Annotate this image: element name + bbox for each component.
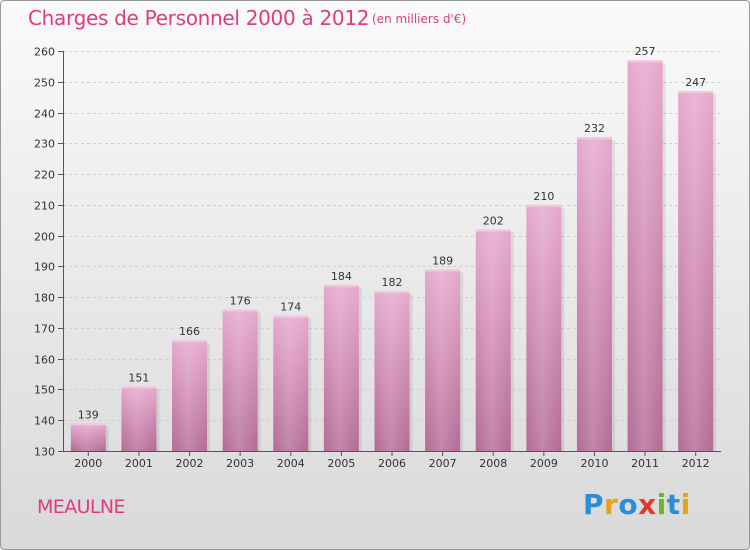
- bar-top-edge: [678, 91, 714, 93]
- logo-letter: i: [656, 488, 667, 521]
- logo-letter: i: [680, 488, 691, 521]
- x-tick-label: 2002: [176, 457, 204, 470]
- y-tick-label: 170: [34, 323, 55, 336]
- bar-highlight: [425, 269, 461, 451]
- bar-highlight: [526, 204, 562, 451]
- bar-highlight: [70, 423, 106, 451]
- y-tick-label: 130: [34, 446, 55, 459]
- data-label: 151: [128, 371, 149, 384]
- bar-top-edge: [273, 315, 309, 318]
- bar-top-edge: [323, 284, 359, 287]
- x-tick-label: 2012: [682, 457, 710, 470]
- data-label: 202: [483, 214, 504, 227]
- y-tick-label: 260: [34, 46, 55, 59]
- bar-top-edge: [627, 60, 663, 63]
- data-label: 174: [280, 301, 301, 314]
- x-tick-label: 2005: [327, 457, 355, 470]
- data-label: 210: [533, 190, 554, 203]
- bar-highlight: [172, 340, 208, 451]
- x-tick-label: 2007: [429, 457, 457, 470]
- bar-top-edge: [526, 204, 562, 207]
- chart-title: Charges de Personnel 2000 à 2012: [28, 6, 370, 30]
- data-label: 166: [179, 325, 200, 338]
- bar-top-edge: [121, 386, 157, 389]
- logo-letter: P: [583, 488, 605, 521]
- data-label: 184: [331, 270, 352, 283]
- data-label: 247: [685, 76, 706, 89]
- data-label: 189: [432, 254, 453, 267]
- x-tick-label: 2001: [125, 457, 153, 470]
- x-tick-label: 2000: [74, 457, 102, 470]
- y-tick-label: 240: [34, 108, 55, 121]
- bar-top-edge: [576, 137, 612, 140]
- y-tick-label: 150: [34, 384, 55, 397]
- y-tick-label: 140: [34, 415, 55, 428]
- y-tick-label: 250: [34, 77, 55, 90]
- x-tick-label: 2009: [530, 457, 558, 470]
- bar-highlight: [576, 137, 612, 451]
- y-tick-label: 200: [34, 231, 55, 244]
- bar-top-edge: [70, 423, 106, 426]
- logo-letter: r: [604, 488, 619, 521]
- y-tick-label: 230: [34, 138, 55, 151]
- bar-top-edge: [475, 229, 511, 232]
- y-tick-label: 220: [34, 169, 55, 182]
- y-tick-label: 160: [34, 354, 55, 367]
- bar-top-edge: [172, 340, 208, 343]
- axes: 130 140 150 160 170 180 190 200 210 220 230 240 250 2…: [34, 46, 721, 470]
- bar-highlight: [374, 291, 410, 451]
- data-label: 176: [230, 294, 251, 307]
- bar-highlight: [475, 229, 511, 451]
- chart-subtitle: (en milliers d'€): [372, 12, 467, 26]
- commune-name: MEAULNE: [37, 496, 126, 518]
- data-label: 139: [78, 408, 99, 421]
- logo-letter: t: [666, 488, 681, 521]
- x-tick-label: 2006: [378, 457, 406, 470]
- bar-highlight: [678, 91, 714, 451]
- x-tick-label: 2003: [226, 457, 254, 470]
- logo-letter: x: [638, 488, 657, 521]
- proxiti-logo[interactable]: Proxiti: [583, 488, 691, 521]
- data-label: 182: [382, 276, 403, 289]
- x-tick-label: 2011: [631, 457, 659, 470]
- bar-highlight: [222, 309, 258, 451]
- bar-top-edge: [222, 309, 258, 312]
- logo-letter: o: [618, 488, 639, 521]
- bar-highlight: [323, 284, 359, 451]
- y-tick-label: 180: [34, 292, 55, 305]
- bar-top-edge: [374, 291, 410, 293]
- bar-highlight: [627, 60, 663, 451]
- x-tick-label: 2004: [277, 457, 305, 470]
- bar-top-edge: [425, 269, 461, 272]
- data-label: 257: [635, 45, 656, 58]
- x-tick-label: 2010: [580, 457, 608, 470]
- bar-highlight: [273, 315, 309, 451]
- y-tick-label: 210: [34, 200, 55, 213]
- y-tick-label: 190: [34, 261, 55, 274]
- bars: 139 151 166 176 174 184 182 189 202 210 232 257 247: [70, 45, 717, 451]
- data-label: 232: [584, 122, 605, 135]
- x-tick-label: 2008: [479, 457, 507, 470]
- bar-highlight: [121, 386, 157, 451]
